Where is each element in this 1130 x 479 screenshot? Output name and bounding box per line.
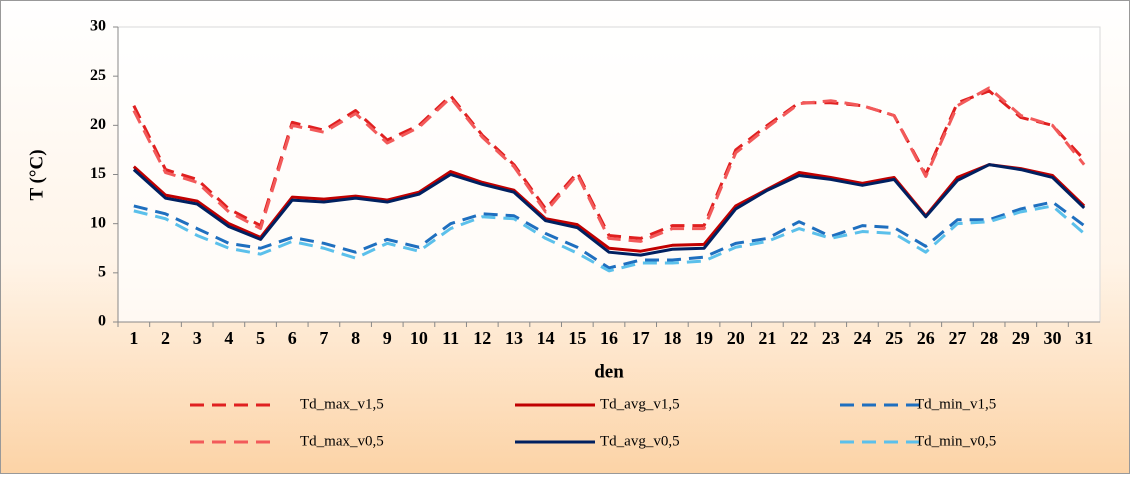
- y-tick-label: 10: [90, 214, 106, 231]
- x-tick-label: 4: [224, 328, 233, 348]
- x-tick-label: 22: [790, 328, 808, 348]
- x-tick-label: 15: [568, 328, 586, 348]
- x-tick-label: 25: [885, 328, 903, 348]
- y-tick-label: 5: [98, 264, 106, 281]
- y-tick-label: 30: [90, 18, 106, 35]
- x-tick-label: 31: [1075, 328, 1093, 348]
- x-tick-label: 7: [319, 328, 328, 348]
- legend-label: Td_min_v0,5: [915, 433, 996, 449]
- x-tick-label: 21: [758, 328, 776, 348]
- legend-label: Td_max_v0,5: [300, 433, 384, 449]
- x-tick-label: 17: [632, 328, 650, 348]
- series-line: [133, 200, 1086, 270]
- x-tick-label: 23: [822, 328, 840, 348]
- y-tick-label: 15: [90, 165, 106, 182]
- x-axis-label: den: [594, 361, 624, 382]
- x-tick-label: 14: [537, 328, 555, 348]
- series-line: [132, 86, 1086, 243]
- x-tick-label: 3: [193, 328, 202, 348]
- x-tick-label: 8: [351, 328, 360, 348]
- x-tick-label: 5: [256, 328, 265, 348]
- x-tick-label: 28: [980, 328, 998, 348]
- x-tick-label: 1: [129, 328, 138, 348]
- x-tick-label: 27: [948, 328, 966, 348]
- x-tick-label: 30: [1043, 328, 1061, 348]
- x-tick-label: 9: [383, 328, 392, 348]
- legend-label: Td_max_v1,5: [300, 396, 384, 412]
- legend-label: Td_avg_v1,5: [600, 396, 680, 412]
- x-tick-label: 12: [473, 328, 491, 348]
- x-tick-label: 13: [505, 328, 523, 348]
- x-tick-label: 19: [695, 328, 713, 348]
- x-tick-label: 18: [663, 328, 681, 348]
- y-tick-label: 0: [98, 313, 106, 330]
- x-tick-label: 20: [727, 328, 745, 348]
- x-tick-label: 10: [410, 328, 428, 348]
- x-tick-label: 6: [288, 328, 297, 348]
- series-line: [132, 163, 1086, 257]
- legend-label: Td_avg_v0,5: [600, 433, 680, 449]
- x-tick-label: 2: [161, 328, 170, 348]
- plot-area: [117, 26, 1101, 323]
- series-line: [133, 204, 1086, 273]
- y-tick-label: 20: [90, 116, 106, 133]
- x-tick-label: 26: [917, 328, 935, 348]
- legend-label: Td_min_v1,5: [915, 396, 996, 412]
- y-axis-label: T (°C): [26, 149, 47, 200]
- y-tick-label: 25: [90, 67, 106, 84]
- x-tick-label: 24: [853, 328, 871, 348]
- x-tick-label: 29: [1012, 328, 1030, 348]
- x-tick-label: 11: [442, 328, 459, 348]
- x-tick-label: 16: [600, 328, 618, 348]
